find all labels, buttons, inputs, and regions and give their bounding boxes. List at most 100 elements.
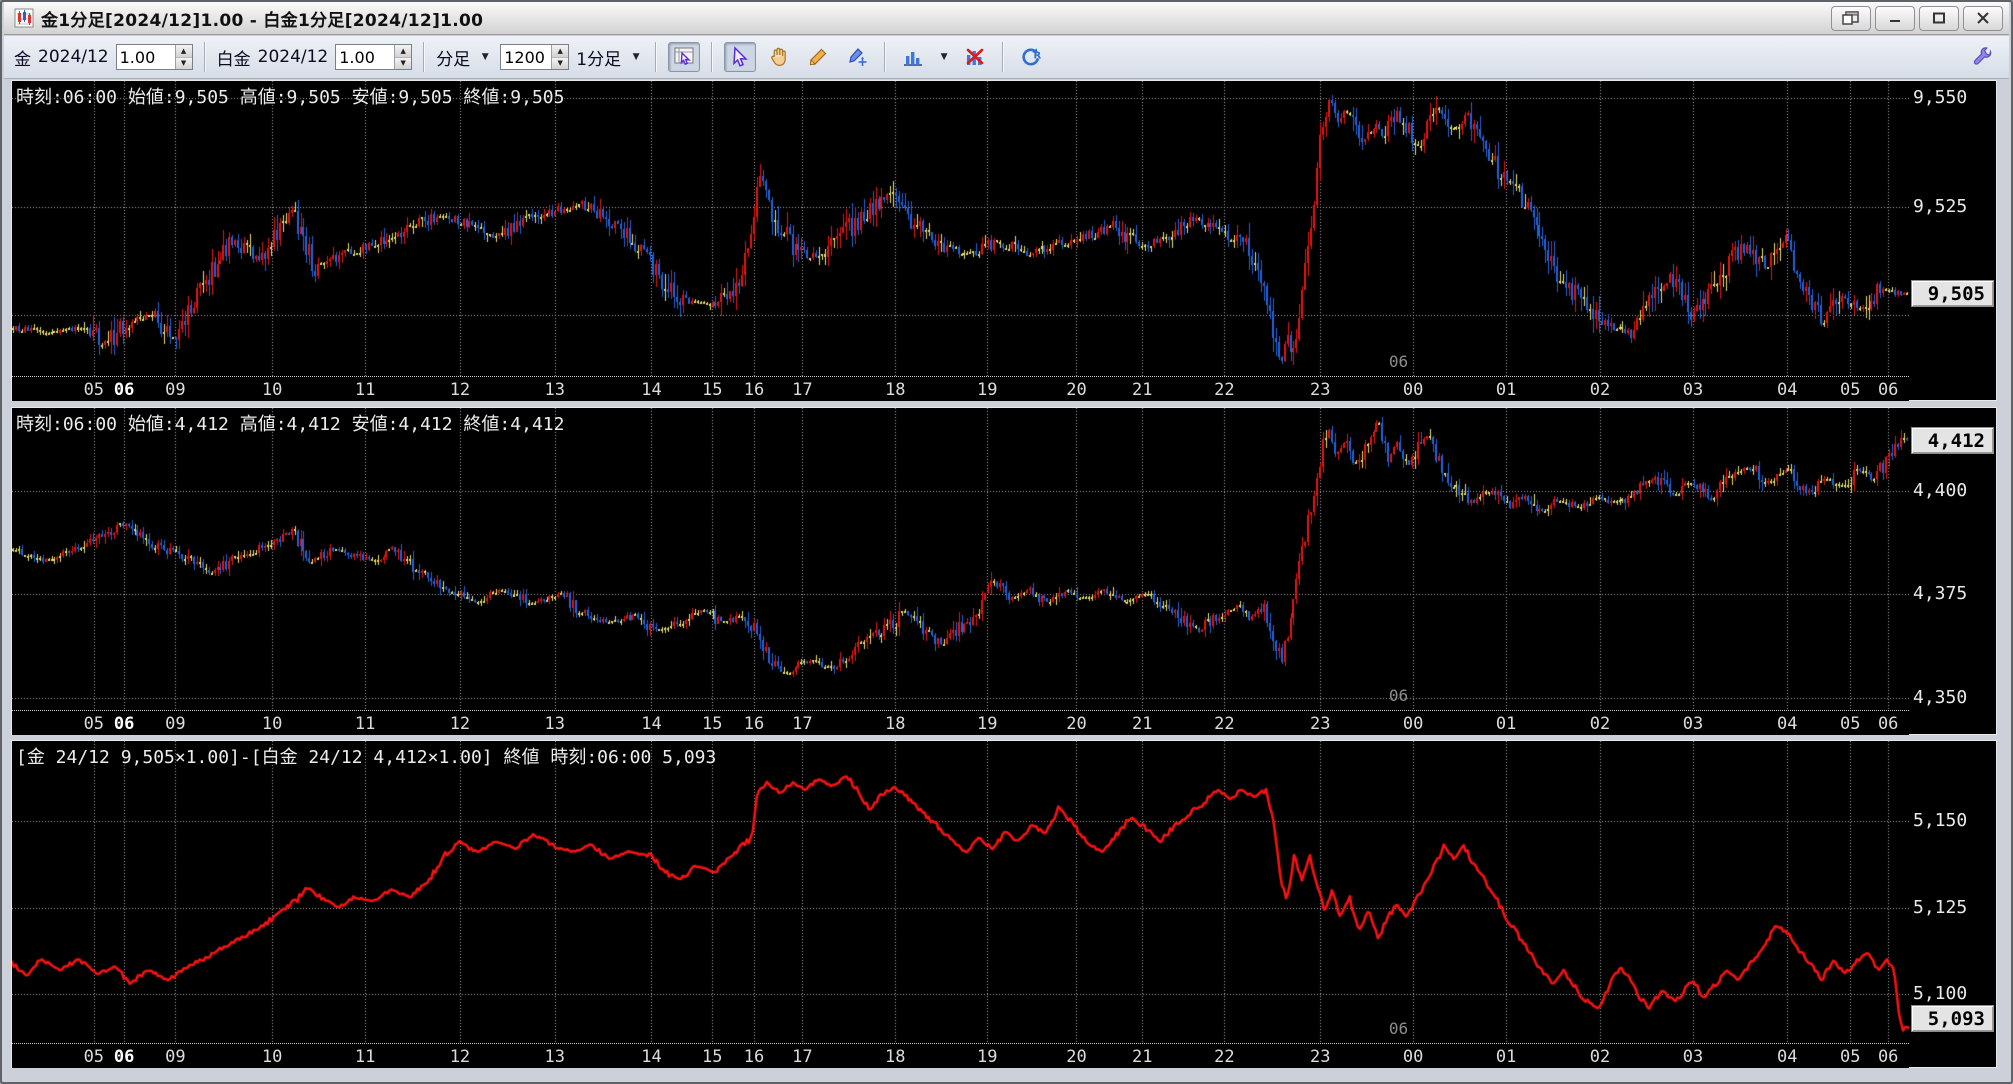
hand-pan-tool-button[interactable] bbox=[763, 42, 795, 72]
platinum-multiplier-spinbox bbox=[335, 44, 413, 70]
time-axis-label: 19 bbox=[977, 380, 998, 400]
last-price-badge: 9,505 bbox=[1911, 279, 1994, 307]
time-axis-label: 05 bbox=[1840, 714, 1861, 734]
platinum-time-axis: 05 06 09 10 11 12 13 14 15 16 17 18 19 20 21 22 23 00 01 02… bbox=[12, 710, 1909, 735]
time-axis-label: 18 bbox=[885, 1047, 906, 1067]
chart-select-mode-button[interactable] bbox=[668, 42, 701, 72]
time-axis-label: 17 bbox=[792, 714, 813, 734]
time-axis-label: 14 bbox=[641, 1047, 662, 1067]
time-axis-label: 03 bbox=[1682, 380, 1704, 400]
gold-multiplier-spinbox bbox=[115, 44, 193, 70]
platinum-multiplier-down-button[interactable] bbox=[395, 57, 412, 69]
close-button[interactable] bbox=[1963, 5, 2003, 31]
day-change-marker: 06 bbox=[1388, 686, 1409, 705]
gold-price-axis: 9,550 9,525 9,505 bbox=[1910, 81, 1996, 376]
time-axis-label: 20 bbox=[1066, 714, 1087, 734]
gold-candlestick-plot[interactable]: 時刻:06:00 始値:9,505 高値:9,505 安値:9,505 終値:9… bbox=[12, 81, 1909, 376]
bar-count-down-button[interactable] bbox=[552, 57, 569, 69]
time-axis-label: 21 bbox=[1132, 380, 1153, 400]
time-axis-label: 23 bbox=[1309, 714, 1331, 734]
time-axis-label: 05 bbox=[1840, 380, 1861, 400]
timeframe-label: 1分足 bbox=[576, 49, 622, 70]
toolbar-separator bbox=[423, 42, 426, 72]
time-axis-label: 19 bbox=[977, 714, 998, 734]
time-axis-label: 06 bbox=[113, 1047, 135, 1067]
spread-price-axis: 5,150 5,125 5,100 5,093 bbox=[1910, 741, 1996, 1043]
chart-style-button[interactable] bbox=[897, 42, 929, 72]
time-axis-label: 02 bbox=[1589, 1047, 1611, 1067]
time-axis-label: 11 bbox=[354, 1047, 376, 1067]
gold-time-axis: 05 06 09 10 11 12 13 14 15 16 17 18 19 20 21 22 23 00 01 02… bbox=[12, 376, 1909, 401]
pencil-draw-tool-button[interactable] bbox=[802, 42, 834, 72]
chart-style-dropdown-arrow[interactable] bbox=[936, 46, 952, 68]
day-change-marker: 06 bbox=[1388, 352, 1409, 371]
price-axis-label: 4,375 bbox=[1913, 583, 1968, 605]
time-axis-label: 18 bbox=[885, 380, 906, 400]
time-axis-label: 15 bbox=[701, 1047, 723, 1067]
platinum-contract-month-label: 2024/12 bbox=[257, 47, 329, 67]
gold-chart-panel: 時刻:06:00 始値:9,505 高値:9,505 安値:9,505 終値:9… bbox=[11, 80, 1997, 401]
window-title: 金1分足[2024/12]1.00 - 白金1分足[2024/12]1.00 bbox=[41, 10, 484, 31]
time-axis-label: 04 bbox=[1777, 714, 1798, 734]
time-axis-label: 00 bbox=[1402, 1047, 1424, 1067]
time-axis-label: 16 bbox=[743, 380, 765, 400]
time-axis-label: 01 bbox=[1495, 714, 1517, 734]
bar-count-input[interactable] bbox=[501, 45, 552, 69]
remove-chart-button[interactable] bbox=[959, 42, 991, 72]
time-axis-label: 16 bbox=[743, 714, 765, 734]
time-axis-label: 22 bbox=[1214, 1047, 1235, 1067]
spread-line-plot[interactable]: [金 24/12 9,505×1.00]-[白金 24/12 4,412×1.0… bbox=[12, 741, 1909, 1043]
time-axis-label: 06 bbox=[1877, 1047, 1899, 1067]
time-axis-label: 14 bbox=[641, 714, 662, 734]
platinum-multiplier-up-button[interactable] bbox=[395, 45, 412, 58]
time-axis-label: 00 bbox=[1402, 380, 1424, 400]
toolbar-separator bbox=[884, 42, 887, 72]
time-axis-label: 09 bbox=[165, 1047, 186, 1067]
reload-chart-button[interactable]: R bbox=[1015, 42, 1047, 72]
time-axis-label: 10 bbox=[261, 380, 283, 400]
gold-multiplier-input[interactable] bbox=[116, 45, 175, 69]
settings-wrench-button[interactable] bbox=[1967, 42, 1999, 72]
time-axis-label: 12 bbox=[449, 380, 471, 400]
minimize-button[interactable] bbox=[1875, 5, 1915, 31]
time-axis-label: 12 bbox=[449, 714, 471, 734]
toolbar-separator bbox=[655, 42, 658, 72]
platinum-candlestick-plot[interactable]: 時刻:06:00 始値:4,412 高値:4,412 安値:4,412 終値:4… bbox=[12, 408, 1909, 710]
gold-symbol-label: 金 bbox=[14, 49, 31, 70]
gold-multiplier-up-button[interactable] bbox=[175, 45, 192, 58]
price-axis-label: 5,100 bbox=[1913, 983, 1968, 1005]
toolbar-separator bbox=[711, 42, 714, 72]
window-controls bbox=[1831, 5, 2009, 31]
time-axis-label: 15 bbox=[701, 380, 723, 400]
day-change-marker: 06 bbox=[1388, 1019, 1409, 1038]
price-axis-label: 4,400 bbox=[1913, 479, 1968, 501]
cascade-windows-button[interactable] bbox=[1831, 5, 1871, 31]
platinum-price-axis: 4,400 4,375 4,350 4,412 bbox=[1910, 408, 1996, 710]
gold-multiplier-down-button[interactable] bbox=[175, 57, 192, 69]
toolbar-separator bbox=[203, 42, 206, 72]
candlestick-app-icon bbox=[14, 8, 34, 28]
time-axis-label: 10 bbox=[261, 1047, 283, 1067]
time-axis-label: 22 bbox=[1214, 714, 1235, 734]
time-axis-label: 03 bbox=[1682, 1047, 1704, 1067]
marker-move-tool-button[interactable] bbox=[841, 42, 873, 72]
title-bar: 金1分足[2024/12]1.00 - 白金1分足[2024/12]1.00 bbox=[4, 2, 2009, 35]
toolbar: 金 2024/12 白金 2024/12 分足 1分足 bbox=[4, 36, 2009, 79]
cursor-tool-button[interactable] bbox=[724, 42, 757, 72]
time-axis-label: 09 bbox=[165, 380, 186, 400]
time-axis-label: 05 bbox=[83, 1047, 105, 1067]
bar-type-dropdown-arrow[interactable] bbox=[477, 46, 493, 68]
time-axis-label: 17 bbox=[792, 380, 813, 400]
spread-line-canvas bbox=[12, 741, 1909, 1043]
time-axis-label: 06 bbox=[1877, 380, 1899, 400]
bar-count-spinbox bbox=[500, 44, 570, 70]
time-axis-label: 23 bbox=[1309, 380, 1331, 400]
maximize-button[interactable] bbox=[1919, 5, 1959, 31]
time-axis-label: 13 bbox=[544, 1047, 566, 1067]
time-axis-label: 01 bbox=[1495, 380, 1517, 400]
platinum-multiplier-input[interactable] bbox=[336, 45, 395, 69]
spread-chart-panel: [金 24/12 9,505×1.00]-[白金 24/12 4,412×1.0… bbox=[11, 740, 1997, 1068]
bar-count-up-button[interactable] bbox=[552, 45, 569, 58]
timeframe-dropdown-arrow[interactable] bbox=[628, 46, 644, 68]
